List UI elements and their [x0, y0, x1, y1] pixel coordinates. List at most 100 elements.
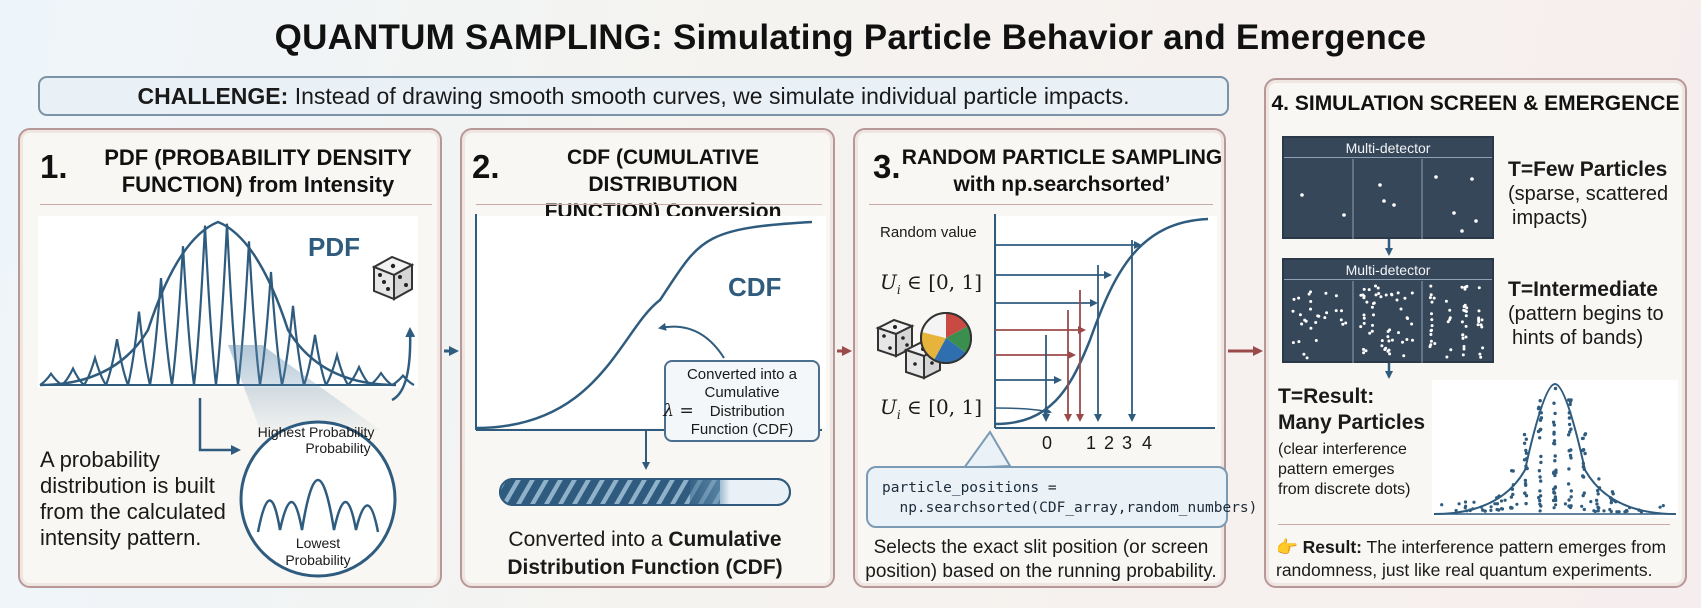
impact-dot: [1365, 300, 1369, 304]
impact-dot: [1446, 320, 1450, 324]
callout-arrow: [658, 322, 725, 359]
result-label: Result:: [1302, 537, 1362, 557]
impact-dot: [1465, 306, 1469, 310]
impact-dot: [1323, 316, 1327, 320]
impact-dot: [1372, 302, 1375, 305]
impact-dot: [1374, 284, 1377, 288]
impact-dot: [1334, 294, 1338, 298]
impact-dot: [1376, 286, 1380, 290]
u-range: ∈ [0, 1]: [900, 395, 982, 419]
result-dot: [1582, 467, 1587, 471]
impact-dot: [1432, 296, 1436, 300]
impact-dot: [1429, 343, 1433, 347]
u-subscript: i: [896, 283, 901, 297]
impact-dot: [1371, 323, 1374, 327]
panel-number: 2.: [472, 148, 500, 185]
panel-divider: [476, 204, 822, 205]
result-dot: [1554, 503, 1558, 507]
result-dot: [1553, 454, 1557, 458]
result-dot: [1495, 496, 1499, 500]
caption-line: Selects the exact slit position (or scre…: [873, 537, 1209, 558]
desc-line: distribution is built: [40, 473, 215, 498]
impact-dot: [1300, 193, 1304, 197]
zoom-beam: [228, 345, 380, 430]
result-dot: [1568, 453, 1573, 458]
result-dot: [1524, 437, 1529, 441]
impact-dot: [1384, 346, 1388, 350]
impact-dot: [1402, 354, 1406, 358]
impact-dot: [1380, 344, 1384, 348]
impact-dot: [1464, 314, 1468, 318]
impact-dot: [1309, 300, 1313, 303]
impact-dot: [1460, 285, 1464, 289]
impact-dot: [1434, 175, 1438, 179]
zoom-circle: [239, 420, 397, 578]
random-value-label: Random value: [880, 224, 977, 241]
challenge-banner: CHALLENGE: Instead of drawing smooth smo…: [38, 76, 1229, 116]
result-dot: [1463, 500, 1468, 504]
result-dot: [1553, 459, 1557, 463]
sampling-plot: [997, 216, 1217, 428]
result-dot: [1553, 495, 1558, 499]
impact-dot: [1481, 346, 1485, 350]
stage-desc: from discrete dots): [1278, 481, 1411, 498]
impact-dot: [1367, 288, 1371, 292]
stage-desc: (pattern begins to: [1508, 303, 1664, 325]
result-dot: [1614, 500, 1618, 504]
result-dot: [1661, 504, 1665, 508]
detector-label: Multi-detector: [1284, 260, 1492, 280]
impact-dot: [1317, 314, 1321, 318]
impact-dot: [1429, 329, 1433, 333]
impact-dot: [1460, 320, 1464, 324]
pdf-fringe-lines: [39, 223, 415, 386]
result-dot: [1617, 510, 1621, 514]
result-dot: [1568, 505, 1573, 510]
zoom-high-label-2: Probability: [305, 440, 370, 456]
cdf-callout: Converted into a Cumulative λ = Distribut…: [663, 360, 820, 442]
impact-dot: [1307, 292, 1311, 296]
code-callout-tail: [961, 430, 1012, 470]
result-dot: [1628, 506, 1632, 510]
cdf-label: CDF: [728, 272, 781, 302]
result-dot: [1515, 502, 1519, 506]
result-dot: [1495, 502, 1500, 506]
stage-desc: hints of bands): [1512, 327, 1644, 349]
impact-dot: [1461, 353, 1465, 357]
impact-dot: [1370, 329, 1374, 333]
result-dot: [1567, 467, 1571, 471]
result-dot: [1658, 505, 1662, 509]
probability-wheel-icon: [920, 312, 972, 364]
impact-dot: [1460, 229, 1464, 233]
impact-dot: [1382, 199, 1386, 203]
caption-line: position) based on the running probabili…: [865, 561, 1217, 582]
impact-dot: [1410, 322, 1414, 326]
result-dot: [1567, 416, 1572, 420]
zoom-low-label-1: Lowest: [296, 535, 340, 551]
impact-dot: [1384, 293, 1388, 297]
impact-dot: [1342, 213, 1346, 217]
impact-dot: [1387, 339, 1391, 343]
sampling-caption: Selects the exact slit position (or scre…: [858, 536, 1224, 584]
result-dot: [1553, 485, 1558, 489]
result-dot: [1596, 488, 1600, 493]
impact-dot: [1309, 326, 1313, 330]
result-dot: [1472, 500, 1476, 504]
panel-divider: [40, 204, 432, 205]
impact-dot: [1479, 355, 1483, 359]
impact-dot: [1429, 293, 1433, 297]
result-dot: [1567, 498, 1571, 502]
impact-dot: [1314, 321, 1318, 324]
impact-dot: [1344, 321, 1348, 325]
panel-title-line2: FUNCTION) from Intensity: [121, 172, 395, 197]
impact-dot: [1341, 322, 1345, 326]
stage-desc: pattern emerges: [1278, 461, 1395, 478]
impact-dot: [1477, 286, 1481, 290]
result-dot: [1522, 441, 1527, 445]
impact-dot: [1388, 352, 1392, 356]
result-dot: [1552, 442, 1557, 446]
result-dot: [1596, 509, 1600, 513]
desc-line: from the calculated: [40, 499, 226, 524]
result-dot: [1538, 489, 1542, 493]
impact-dot: [1372, 313, 1375, 317]
result-dot: [1554, 498, 1558, 503]
